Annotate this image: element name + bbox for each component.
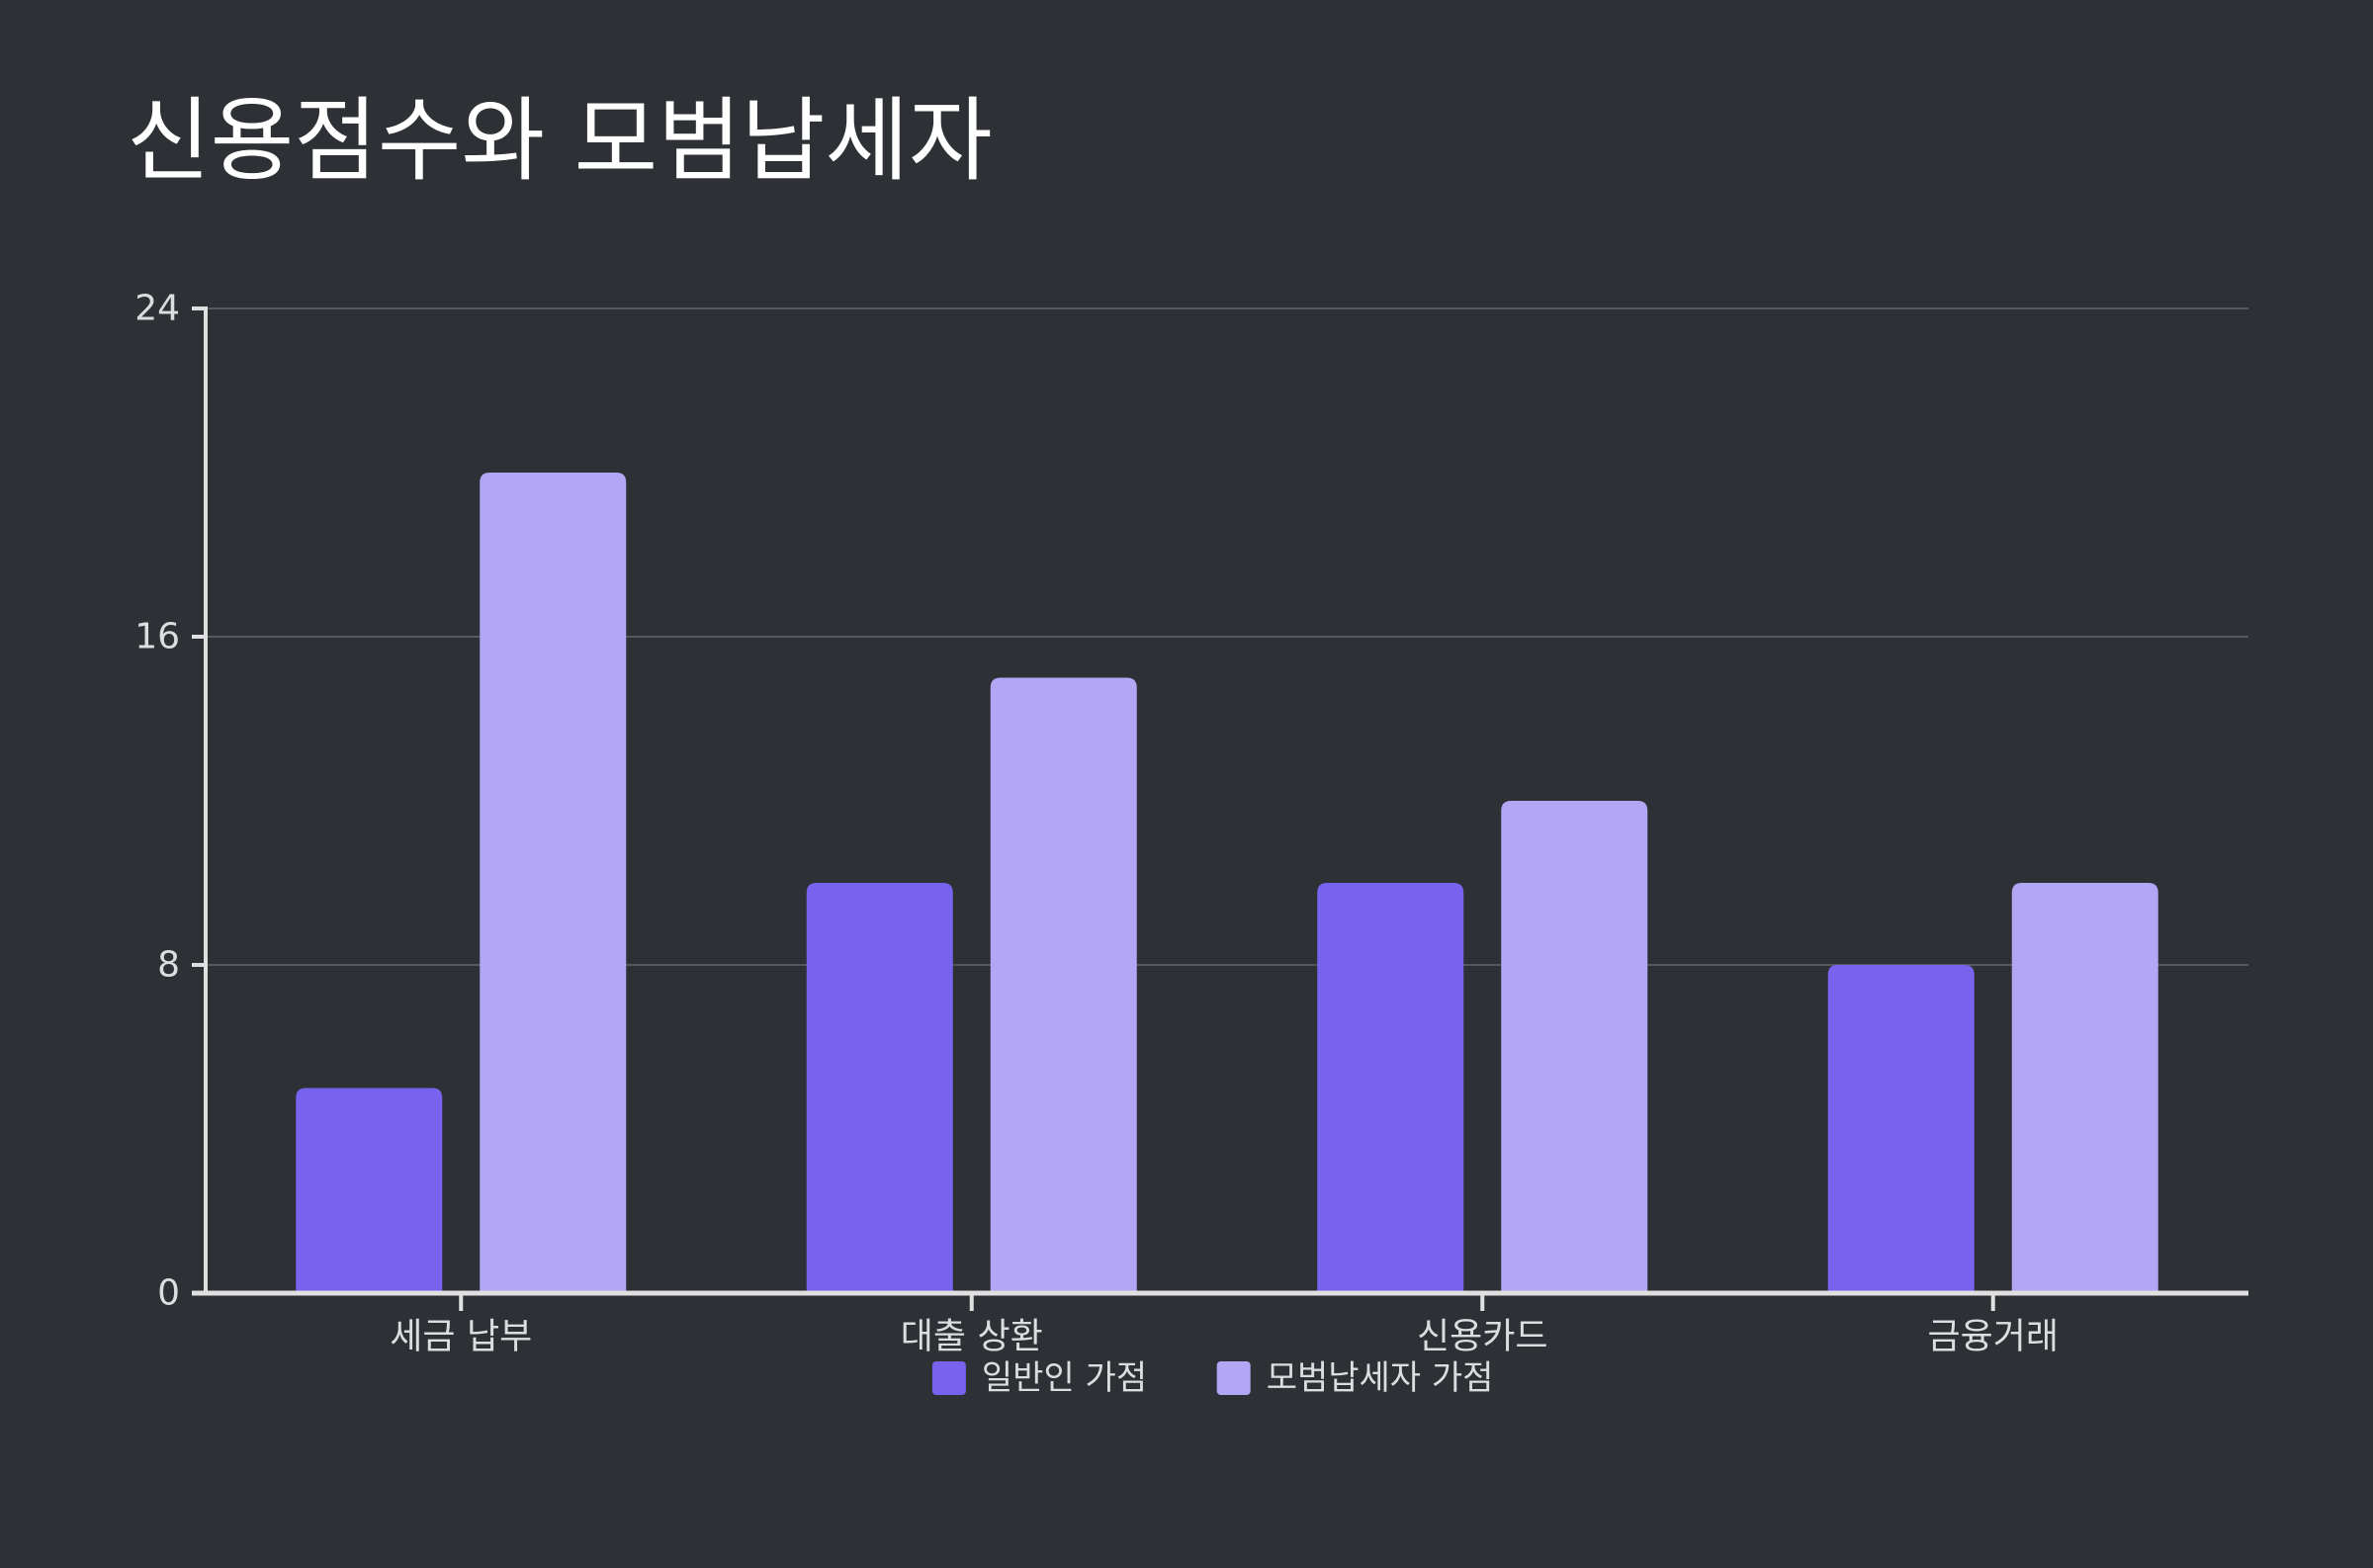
bar-general-2: [806, 883, 953, 1293]
bar-general-3: [1317, 883, 1464, 1293]
legend-swatch: [1216, 1361, 1251, 1395]
x-tick-label: 대출 상환: [901, 1317, 1043, 1357]
legend-label: 모범납세자 가점: [1267, 1358, 1494, 1398]
y-tick-label: 8: [157, 945, 180, 986]
x-tick-label: 세금 납부: [390, 1317, 532, 1357]
x-tick-label: 금융거래: [1928, 1317, 2059, 1357]
y-tick-label: 24: [134, 289, 180, 329]
bar-model-taxpayer-3: [1501, 801, 1648, 1293]
bar-model-taxpayer-4: [2011, 883, 2158, 1293]
y-tick-label: 16: [134, 617, 180, 657]
y-tick-label: 0: [157, 1273, 180, 1314]
chart-title: 신용점수와 모범납세자: [127, 88, 993, 194]
bar-general-4: [1827, 965, 1975, 1293]
legend-label: 일반인 가점: [982, 1358, 1147, 1398]
x-tick-label: 신용카드: [1417, 1317, 1547, 1357]
bars: [296, 473, 2158, 1293]
axes: [192, 306, 2248, 1311]
legend-swatch: [931, 1361, 966, 1395]
bar-model-taxpayer-2: [990, 677, 1137, 1293]
bar-model-taxpayer-1: [480, 473, 627, 1293]
axis-labels: 0 8 16 24 세금 납부 대출 상환 신용카드 금융거래: [134, 289, 2059, 1357]
bar-general-1: [296, 1088, 443, 1293]
legend: 일반인 가점 모범납세자 가점: [931, 1358, 1494, 1398]
